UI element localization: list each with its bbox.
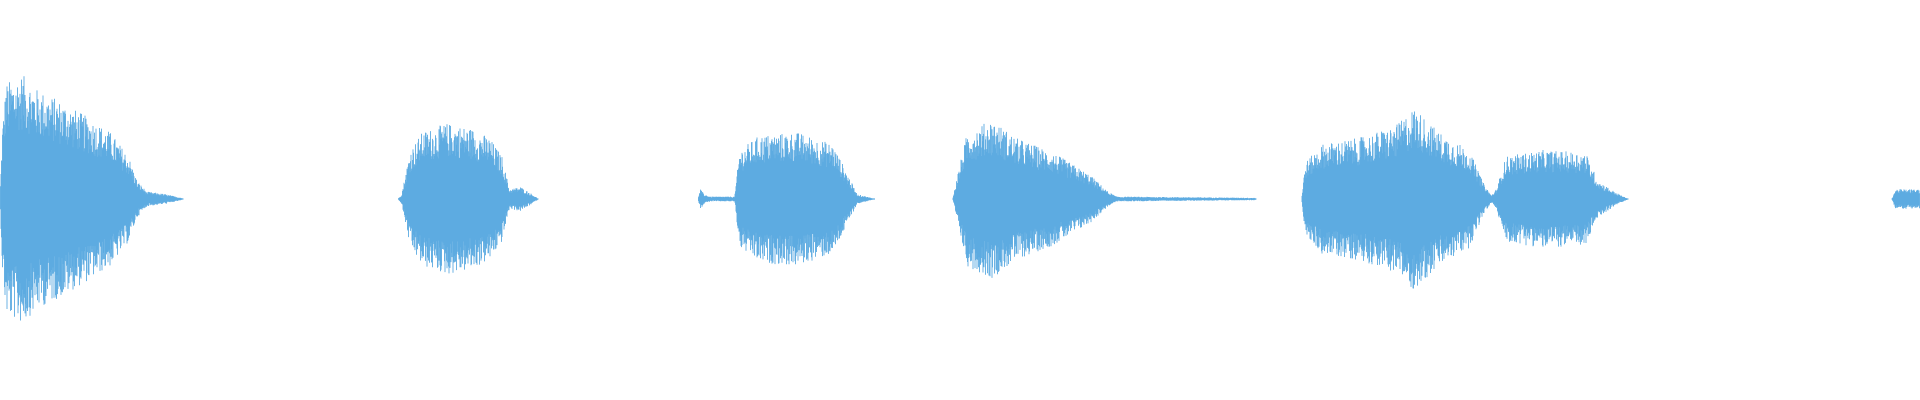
waveform — [0, 76, 1920, 321]
